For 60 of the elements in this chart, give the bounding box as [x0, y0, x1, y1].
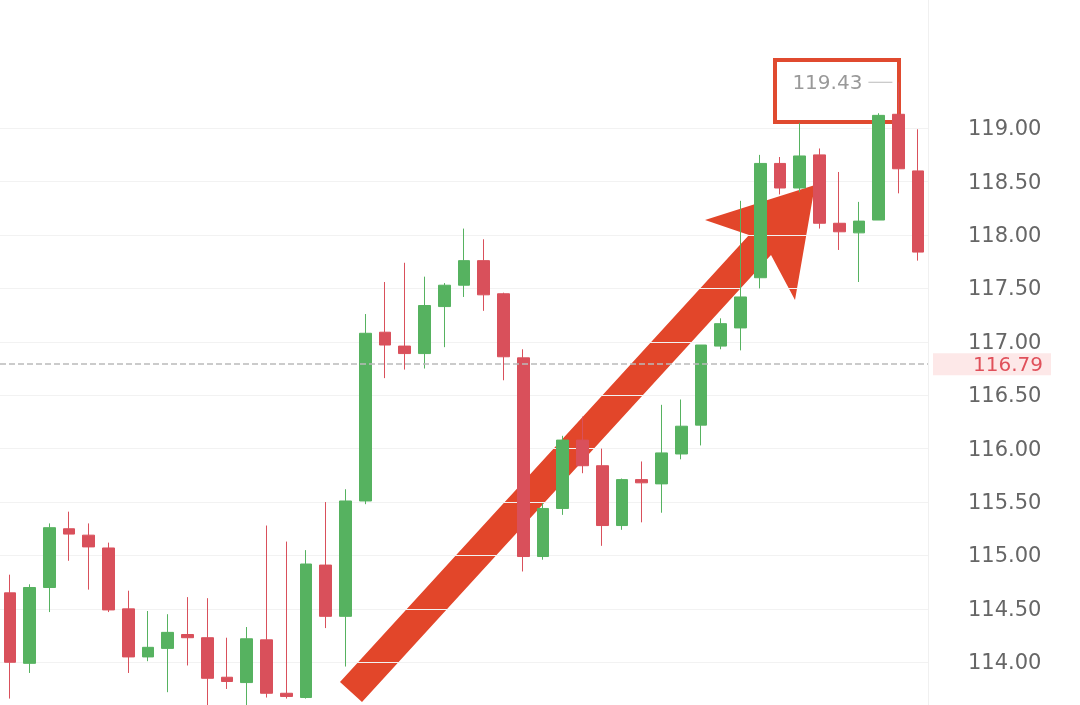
candlestick — [853, 201, 865, 283]
candlestick — [142, 610, 154, 662]
candlestick — [339, 488, 352, 668]
candlestick — [379, 281, 391, 379]
candlestick — [458, 228, 470, 298]
candlestick — [438, 282, 451, 348]
y-tick-label: 114.50 — [968, 596, 1042, 621]
candlestick — [181, 596, 194, 666]
candlestick — [912, 128, 924, 262]
candlestick — [359, 313, 372, 505]
candlestick — [477, 238, 490, 312]
y-tick-label: 118.00 — [968, 223, 1042, 247]
candlestick — [280, 541, 293, 700]
y-tick-label: 115.50 — [968, 490, 1042, 515]
candlestick — [319, 501, 332, 629]
candlestick — [872, 112, 885, 221]
y-tick-label: 117.50 — [968, 276, 1042, 301]
candlestick — [300, 549, 312, 700]
candlestick — [635, 460, 648, 523]
candlestick — [497, 292, 510, 381]
candlestick — [774, 156, 786, 195]
candlestick — [616, 478, 628, 531]
y-tick-label: 119.00 — [968, 116, 1042, 141]
annotation: 119.43 — [792, 70, 863, 95]
candlestick — [517, 348, 530, 572]
candlestick — [23, 583, 36, 674]
candlestick — [813, 147, 826, 230]
candlestick — [576, 416, 589, 474]
y-tick-label: 116.50 — [968, 383, 1042, 408]
candlestick — [596, 448, 609, 547]
candlestick — [63, 511, 75, 562]
ref-line-label: 116.79 — [973, 352, 1043, 377]
candlestick — [695, 344, 707, 446]
y-tick-label: 115.00 — [968, 543, 1042, 568]
candlestick — [892, 81, 905, 194]
candlestick — [734, 200, 747, 351]
candlestick — [537, 502, 549, 561]
candlestick — [398, 262, 411, 371]
y-tick-label: 116.00 — [968, 436, 1042, 461]
candlestick — [201, 597, 214, 705]
y-tick-label: 118.50 — [968, 169, 1042, 194]
candlestick — [4, 574, 16, 700]
candlestick — [43, 522, 56, 613]
candlestick — [833, 171, 846, 251]
y-tick-label: 114.00 — [968, 650, 1042, 675]
candlestick — [714, 317, 727, 350]
candlestick — [793, 122, 806, 193]
candlestick — [675, 399, 688, 460]
candlestick — [221, 637, 233, 690]
y-tick-label: 117.00 — [968, 329, 1042, 354]
candlestick — [418, 276, 431, 370]
candlestick — [161, 613, 174, 693]
candlestick — [556, 435, 569, 516]
candlestick — [122, 590, 135, 674]
candlestick — [260, 525, 273, 699]
candlestick — [102, 542, 115, 613]
candlestick — [754, 154, 767, 289]
candlestick — [240, 626, 253, 705]
candlestick — [82, 522, 95, 591]
candlestick — [655, 404, 668, 514]
